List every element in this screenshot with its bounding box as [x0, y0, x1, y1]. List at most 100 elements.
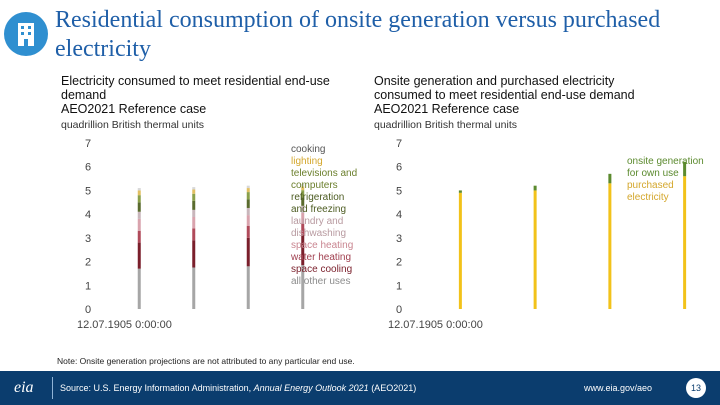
chart2-title-line: consumed to meet residential end-use dem… — [374, 88, 635, 102]
chart2-legend-item: electricity — [627, 192, 669, 203]
chart1-xtick-label: 12.07.1905 0:00:00 — [77, 319, 172, 331]
chart2-legend-item: onsite generation — [627, 156, 704, 167]
chart1-bar-segment — [137, 218, 141, 231]
chart1-legend-item: water heating — [290, 252, 351, 263]
chart2-bar-segment — [458, 192, 462, 309]
eia-logo: eia — [14, 379, 34, 396]
source-text: Source: U.S. Energy Information Administ… — [60, 383, 416, 393]
chart2-bar-segment — [608, 183, 612, 309]
building-icon — [4, 12, 48, 56]
chart1-legend-item: space heating — [291, 240, 353, 251]
chart1-bar-segment — [246, 215, 250, 226]
chart2-xtick-label: 12.07.1905 0:00:00 — [388, 319, 483, 331]
chart2-ytick-label: 7 — [396, 138, 402, 150]
chart2-ytick-label: 0 — [396, 304, 402, 316]
chart1-bar-segment — [137, 188, 141, 191]
footer-divider — [52, 377, 53, 399]
chart1-bar-segment — [246, 185, 250, 189]
website-link[interactable]: www.eia.gov/aeo — [584, 383, 653, 393]
chart2-title: Onsite generation and purchased electric… — [374, 74, 674, 116]
chart1-legend-item: all other uses — [291, 276, 350, 287]
chart1-bar-segment — [301, 184, 305, 187]
chart1-ylabel: quadrillion British thermal units — [61, 119, 204, 131]
chart2-ytick-label: 6 — [396, 162, 402, 174]
chart1-bar-segment — [301, 190, 305, 198]
chart1-ytick-label: 0 — [85, 304, 91, 316]
chart2-bar-segment — [458, 190, 462, 193]
chart1-bar-segment — [301, 197, 305, 206]
chart1-title-line: AEO2021 Reference case — [61, 102, 207, 116]
chart1-bar-segment — [137, 211, 141, 219]
chart1-ytick-label: 2 — [85, 257, 91, 269]
page-title: Residential consumption of onsite genera… — [55, 7, 661, 62]
chart1-title-line: Electricity consumed to meet residential… — [61, 74, 330, 88]
chart2-bar-segment — [533, 185, 537, 191]
chart1-legend-item: dishwashing — [291, 228, 346, 239]
chart2-bar-segment — [608, 173, 612, 184]
chart1-legend-item: laundry and — [291, 216, 343, 227]
source-suffix: (AEO2021) — [368, 383, 417, 393]
note-text: Note: Onsite generation projections are … — [57, 356, 355, 366]
chart2-ytick-label: 1 — [396, 280, 402, 292]
chart1-bar-segment — [192, 216, 196, 229]
chart1-bar-segment — [246, 226, 250, 238]
chart1-area: 0 1 2 3 4 5 6 7 12.07.1905 0:00:00 cookinglightin… — [77, 138, 357, 331]
source-prefix: Source: U.S. Energy Information Administ… — [60, 383, 254, 393]
chart1-bar-segment — [301, 223, 305, 236]
chart1-bar-segment — [192, 267, 196, 309]
chart1-legend-item: cooking — [291, 144, 325, 155]
chart1-bar-segment — [301, 235, 305, 266]
chart1-legend-item: refrigeration — [291, 192, 344, 203]
chart1-bar-segment — [246, 192, 250, 200]
chart2-area: 0 1 2 3 4 5 6 7 12.07.1905 0:00:00 onsite generat… — [388, 138, 704, 331]
chart1-bar-segment — [246, 199, 250, 208]
chart1-ytick-label: 5 — [85, 185, 91, 197]
chart1-title-line: demand — [61, 88, 107, 102]
chart1-bar-segment — [137, 230, 141, 243]
chart1-bar-segment — [246, 237, 250, 267]
chart1-bar-segment — [137, 190, 141, 196]
chart2-ylabel: quadrillion British thermal units — [374, 119, 517, 131]
chart2-ytick-label: 4 — [396, 209, 402, 221]
chart2-ytick-label: 5 — [396, 185, 402, 197]
chart2-legend-item: for own use — [627, 168, 679, 179]
chart2-title-line: AEO2021 Reference case — [374, 102, 520, 116]
chart1-bar-segment — [137, 202, 141, 212]
chart2-bar-segment — [683, 161, 687, 177]
chart2-ytick-label: 3 — [396, 233, 402, 245]
chart1-bar-segment — [301, 186, 305, 191]
chart2-bar-segment — [533, 190, 537, 309]
chart1-ytick-label: 4 — [85, 209, 91, 221]
chart1-bar-segment — [192, 209, 196, 217]
chart1-bar-segment — [137, 268, 141, 309]
chart1-ytick-label: 3 — [85, 233, 91, 245]
chart2-ytick-label: 2 — [396, 257, 402, 269]
chart1-bar-segment — [301, 265, 305, 309]
chart1-bar-segment — [137, 242, 141, 269]
chart1-ytick-label: 6 — [85, 162, 91, 174]
chart2-bar-segment — [683, 176, 687, 309]
chart1-legend-item: computers — [291, 180, 338, 191]
chart1-legend-item: and freezing — [291, 204, 346, 215]
chart1-legend-item: televisions and — [291, 168, 357, 179]
chart1-title: Electricity consumed to meet residential… — [61, 74, 361, 116]
footer-bar: eia Source: U.S. Energy Information Admi… — [0, 371, 720, 405]
chart1-bar-segment — [246, 266, 250, 309]
chart1-ytick-label: 1 — [85, 280, 91, 292]
chart1-bar-segment — [192, 187, 196, 190]
chart1-bar-segment — [246, 207, 250, 216]
chart1-ytick-label: 7 — [85, 138, 91, 150]
chart2-legend-item: purchased — [627, 180, 674, 191]
chart1-bar-segment — [192, 240, 196, 268]
chart1-legend-item: space cooling — [291, 264, 352, 275]
chart1-legend-item: lighting — [291, 156, 323, 167]
source-title: Annual Energy Outlook 2021 — [253, 383, 369, 393]
chart2-title-line: Onsite generation and purchased electric… — [374, 74, 615, 88]
chart1-bar-segment — [192, 200, 196, 210]
page-number: 13 — [686, 378, 706, 398]
chart1-bar-segment — [192, 189, 196, 194]
chart1-bar-segment — [301, 212, 305, 224]
chart1-bar-segment — [301, 205, 305, 213]
chart1-bar-segment — [246, 188, 250, 193]
